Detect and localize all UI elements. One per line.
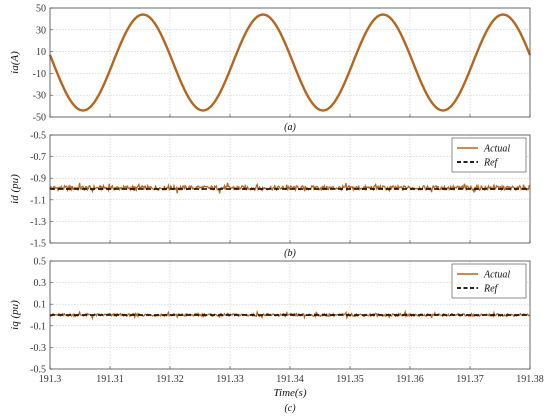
legend-label-actual: Actual	[483, 144, 510, 155]
panel-caption: (a)	[284, 122, 296, 133]
panel-caption: (c)	[284, 403, 296, 414]
y-axis-label: ia(A)	[9, 51, 21, 74]
y-axis-label: iq (pu)	[9, 300, 21, 330]
y-tick-label: 0.1	[34, 300, 47, 311]
y-tick-label: -1.1	[30, 195, 46, 206]
legend-box	[451, 137, 527, 173]
legend-label-ref: Ref	[483, 158, 499, 169]
x-tick-label: 191.32	[156, 374, 184, 385]
series-actual-line	[48, 13, 532, 112]
legend	[451, 137, 527, 173]
legend-box	[451, 263, 527, 299]
y-tick-label: -0.3	[30, 343, 46, 354]
x-tick-label: 191.31	[96, 374, 124, 385]
y-tick-label: -30	[33, 91, 46, 102]
x-tick-label: 191.33	[216, 374, 244, 385]
y-tick-label: -1.5	[30, 239, 46, 250]
x-tick-label: 191.37	[456, 374, 484, 385]
x-tick-label: 191.3	[39, 374, 62, 385]
panel-caption: (b)	[284, 248, 296, 259]
y-tick-label: 10	[36, 47, 46, 58]
legend	[451, 263, 527, 299]
y-tick-label: 50	[36, 4, 46, 15]
y-tick-label: -0.9	[30, 174, 46, 185]
y-tick-label: -10	[33, 69, 46, 80]
x-tick-label: 191.38	[516, 374, 544, 385]
y-tick-label: -0.7	[30, 152, 46, 163]
y-tick-label: 0.3	[34, 278, 47, 289]
legend-label-actual: Actual	[483, 270, 510, 281]
y-tick-label: -50	[33, 113, 46, 124]
x-tick-label: 191.34	[276, 374, 304, 385]
y-axis-label: id (pu)	[9, 174, 21, 204]
x-axis-label: Time(s)	[274, 387, 307, 399]
x-tick-label: 191.36	[396, 374, 424, 385]
panel-c	[49, 260, 531, 370]
legend-label-ref: Ref	[483, 284, 499, 295]
y-tick-label: 30	[36, 25, 46, 36]
y-tick-label: 0.5	[34, 257, 47, 268]
panel-a	[48, 7, 532, 118]
y-tick-label: -0.5	[30, 131, 46, 142]
panel-b	[49, 134, 531, 244]
x-tick-label: 191.35	[336, 374, 364, 385]
y-tick-label: -1.3	[30, 217, 46, 228]
y-tick-label: -0.5	[30, 365, 46, 376]
y-tick-label: -0.1	[30, 321, 46, 332]
